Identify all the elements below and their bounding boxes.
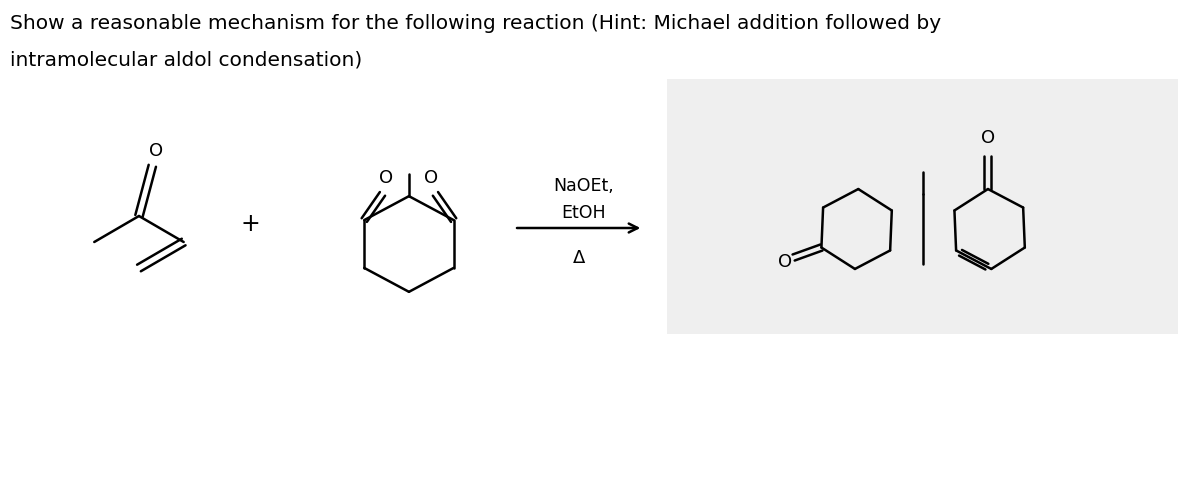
Text: Show a reasonable mechanism for the following reaction (Hint: Michael addition f: Show a reasonable mechanism for the foll… [10,14,941,33]
Text: intramolecular aldol condensation): intramolecular aldol condensation) [10,51,362,70]
Text: Δ: Δ [572,249,584,267]
FancyBboxPatch shape [667,79,1178,334]
Text: O: O [425,169,438,187]
Text: +: + [240,212,260,236]
Text: EtOH: EtOH [562,204,606,222]
Text: O: O [980,129,995,147]
Text: O: O [778,252,792,270]
Text: NaOEt,: NaOEt, [553,177,614,195]
Text: O: O [149,142,163,160]
Text: O: O [379,169,394,187]
